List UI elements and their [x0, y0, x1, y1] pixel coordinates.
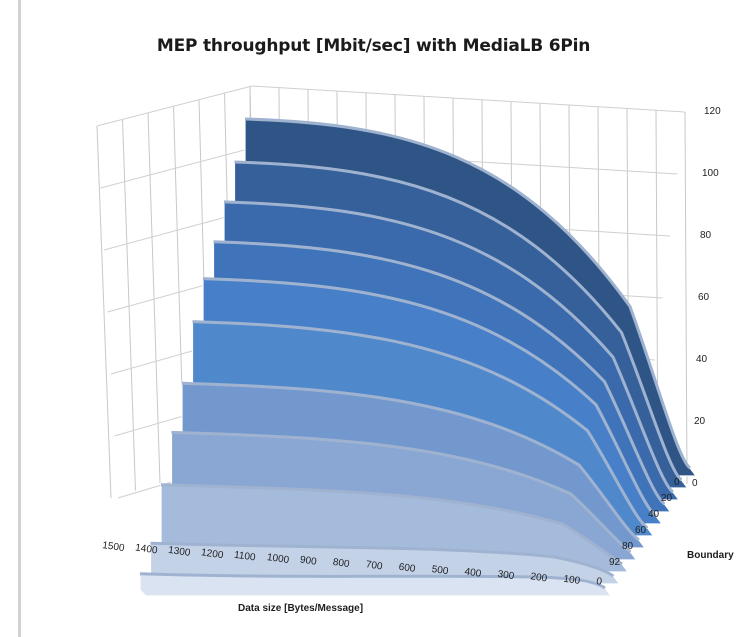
z-tick-label: 100: [702, 168, 719, 179]
y-tick-label: 40: [648, 509, 660, 520]
series-edge: [160, 483, 623, 566]
x-tick-label: 900: [299, 554, 317, 567]
z-tick-label: 60: [698, 292, 710, 303]
chart-ribbons: [139, 117, 698, 597]
grid-line-horizontal: [96, 85, 686, 127]
series-edge: [213, 240, 666, 506]
y-axis-title: Boundary: [687, 550, 734, 561]
chart-title: MEP throughput [Mbit/sec] with MediaLB 6…: [156, 36, 591, 56]
series-edge: [150, 541, 615, 578]
series-edge: [223, 200, 675, 494]
x-tick-label: 800: [332, 557, 350, 570]
series-edge: [234, 160, 683, 482]
z-tick-label: 20: [694, 416, 706, 427]
x-tick-label: 100: [563, 574, 581, 587]
x-tick-label: 1500: [102, 540, 126, 554]
series-edge: [202, 277, 657, 518]
y-tick-label: 60: [635, 525, 647, 536]
x-tick-label: 1200: [200, 547, 224, 561]
y-tick-label: 92: [609, 557, 621, 568]
x-tick-label: 600: [398, 562, 416, 575]
grid-line-side: [96, 125, 112, 499]
x-tick-label: 400: [464, 566, 482, 579]
z-tick-label: 80: [700, 230, 712, 241]
series-edge: [192, 320, 649, 530]
x-tick-label: 1400: [135, 542, 159, 556]
x-tick-label: 1100: [233, 550, 256, 564]
left-divider: [18, 0, 21, 637]
series-edge: [244, 117, 692, 470]
z-tick-label: 120: [704, 106, 721, 117]
x-tick-label: 200: [530, 571, 548, 584]
x-axis-title: Data size [Bytes/Message]: [238, 603, 363, 614]
x-tick-label: 0: [596, 576, 603, 588]
series-edge: [139, 572, 606, 590]
y-tick-label: 20: [661, 493, 673, 504]
grid-line-vertical: [684, 111, 688, 485]
x-tick-label: 300: [497, 569, 515, 582]
series-edge: [181, 381, 640, 542]
z-tick-label: 0: [692, 478, 698, 489]
x-tick-label: 700: [365, 559, 383, 572]
y-tick-label: 80: [622, 541, 634, 552]
x-tick-label: 1300: [167, 545, 191, 559]
x-tick-label: 500: [431, 564, 449, 577]
y-tick-label: 0: [674, 477, 680, 488]
z-tick-label: 40: [696, 354, 708, 365]
series-edge: [171, 430, 632, 554]
x-tick-label: 1000: [266, 552, 290, 566]
